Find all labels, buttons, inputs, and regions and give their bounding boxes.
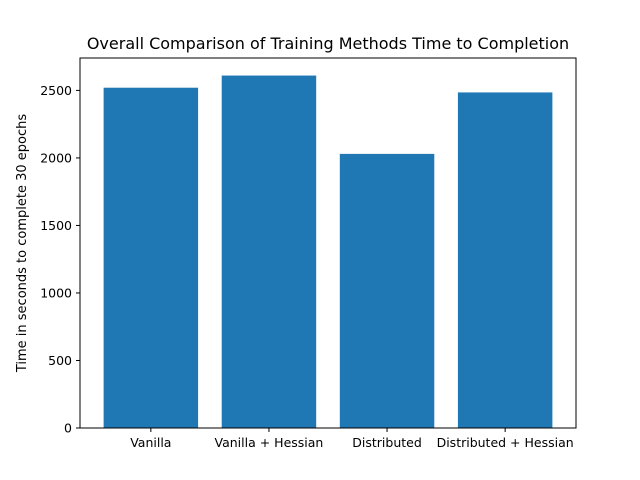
x-ticks: Vanilla Vanilla + Hessian Distributed Distr…	[130, 428, 574, 450]
y-axis-label: Time in seconds to complete 30 epochs	[15, 114, 30, 374]
y-tick-label: 2000	[40, 150, 72, 165]
bar-0	[103, 87, 199, 429]
x-tick-label: Distributed + Hessian	[437, 435, 574, 450]
bar-1	[221, 75, 317, 429]
bar-3	[457, 92, 553, 429]
chart-title: Overall Comparison of Training Methods T…	[87, 34, 569, 53]
y-tick-label: 500	[48, 353, 72, 368]
bars-layer	[103, 75, 553, 429]
y-tick-label: 2500	[40, 83, 72, 98]
x-tick-label: Distributed	[352, 435, 422, 450]
bar-2	[339, 153, 435, 428]
y-tick-label: 1500	[40, 218, 72, 233]
x-tick-label: Vanilla + Hessian	[215, 435, 324, 450]
y-ticks: 0 500 1000 1500 2000 2500	[40, 83, 80, 436]
y-tick-label: 1000	[40, 285, 72, 300]
plot-frame	[79, 57, 577, 429]
y-tick-label: 0	[64, 421, 72, 436]
x-tick-label: Vanilla	[130, 435, 171, 450]
